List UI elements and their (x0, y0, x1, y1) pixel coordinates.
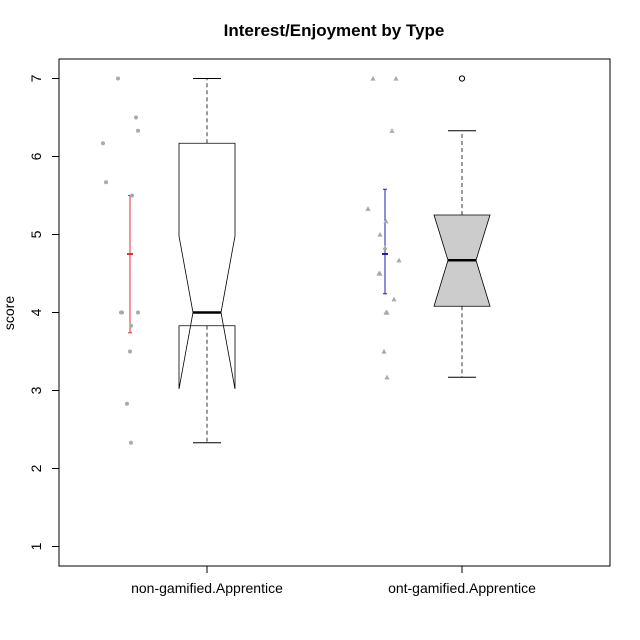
y-tick-label: 6 (28, 152, 44, 160)
data-point (136, 310, 140, 315)
data-point (377, 231, 383, 237)
data-point (384, 374, 390, 380)
data-point (129, 323, 133, 328)
box (178, 142, 236, 390)
y-tick-label: 2 (28, 464, 44, 472)
data-point (134, 115, 138, 120)
y-tick-label: 1 (28, 542, 44, 550)
x-tick-label: non-gamified.Apprentice (131, 580, 283, 596)
data-point (128, 349, 132, 354)
data-point (376, 270, 382, 276)
data-point (382, 245, 388, 250)
data-point (389, 128, 395, 133)
chart-marks: 1 2 3 4 5 6 7 non-gamified.Apprentice ont-gamifi… (28, 74, 536, 596)
data-point (120, 310, 124, 315)
data-point (129, 440, 133, 445)
data-point (136, 128, 140, 133)
data-point (130, 193, 134, 198)
y-tick-label: 4 (28, 308, 44, 316)
data-point (370, 75, 376, 81)
data-point (391, 296, 397, 302)
data-point (383, 218, 389, 224)
y-tick-label: 7 (28, 74, 44, 82)
data-point (125, 401, 129, 406)
data-point (383, 309, 389, 315)
data-point (365, 206, 371, 211)
data-point (104, 180, 108, 185)
data-point (116, 76, 120, 81)
data-point (393, 75, 399, 81)
y-tick-label: 5 (28, 230, 44, 238)
y-tick-label: 3 (28, 386, 44, 394)
data-point (101, 141, 105, 146)
plot-frame (58, 58, 611, 567)
chart-title: Interest/Enjoyment by Type (224, 21, 445, 40)
outlier-point (458, 75, 466, 82)
x-tick-label: ont-gamified.Apprentice (388, 580, 536, 596)
data-point (396, 257, 402, 263)
y-axis-label: score (1, 296, 17, 330)
data-point (381, 348, 387, 354)
